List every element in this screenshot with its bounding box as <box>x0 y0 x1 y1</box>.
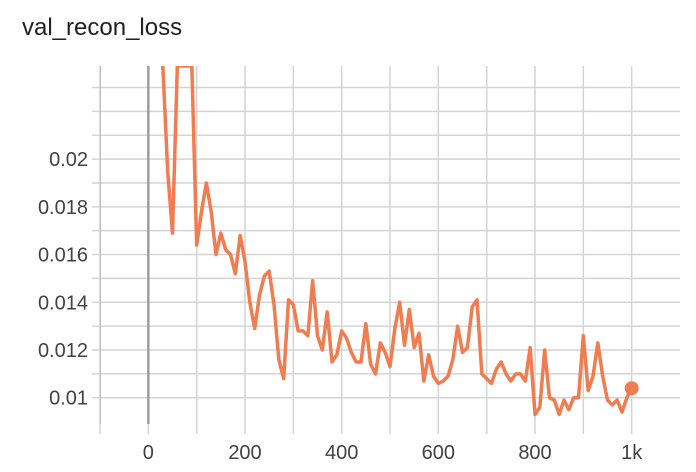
x-tick-label: 200 <box>228 442 261 464</box>
x-tick-label: 0 <box>143 442 154 464</box>
axes <box>100 66 150 424</box>
y-tick-label: 0.01 <box>49 388 88 410</box>
series-layer <box>161 66 639 417</box>
y-tick-label: 0.014 <box>38 292 88 314</box>
chart-title: val_recon_loss <box>22 14 183 41</box>
x-tick-label: 400 <box>325 442 358 464</box>
x-tick-label: 800 <box>518 442 551 464</box>
grid <box>92 66 680 434</box>
x-tick-label: 1k <box>621 442 643 464</box>
last-point-marker <box>624 381 639 396</box>
series-line <box>161 66 634 417</box>
tick-labels: 0.01 0.012 0.014 0.016 0.018 0.02 0 200 400 600 80… <box>38 149 643 464</box>
x-tick-label: 600 <box>422 442 455 464</box>
y-tick-label: 0.016 <box>38 245 88 267</box>
y-tick-label: 0.02 <box>49 149 88 171</box>
y-tick-label: 0.012 <box>38 340 88 362</box>
y-tick-label: 0.018 <box>38 197 88 219</box>
